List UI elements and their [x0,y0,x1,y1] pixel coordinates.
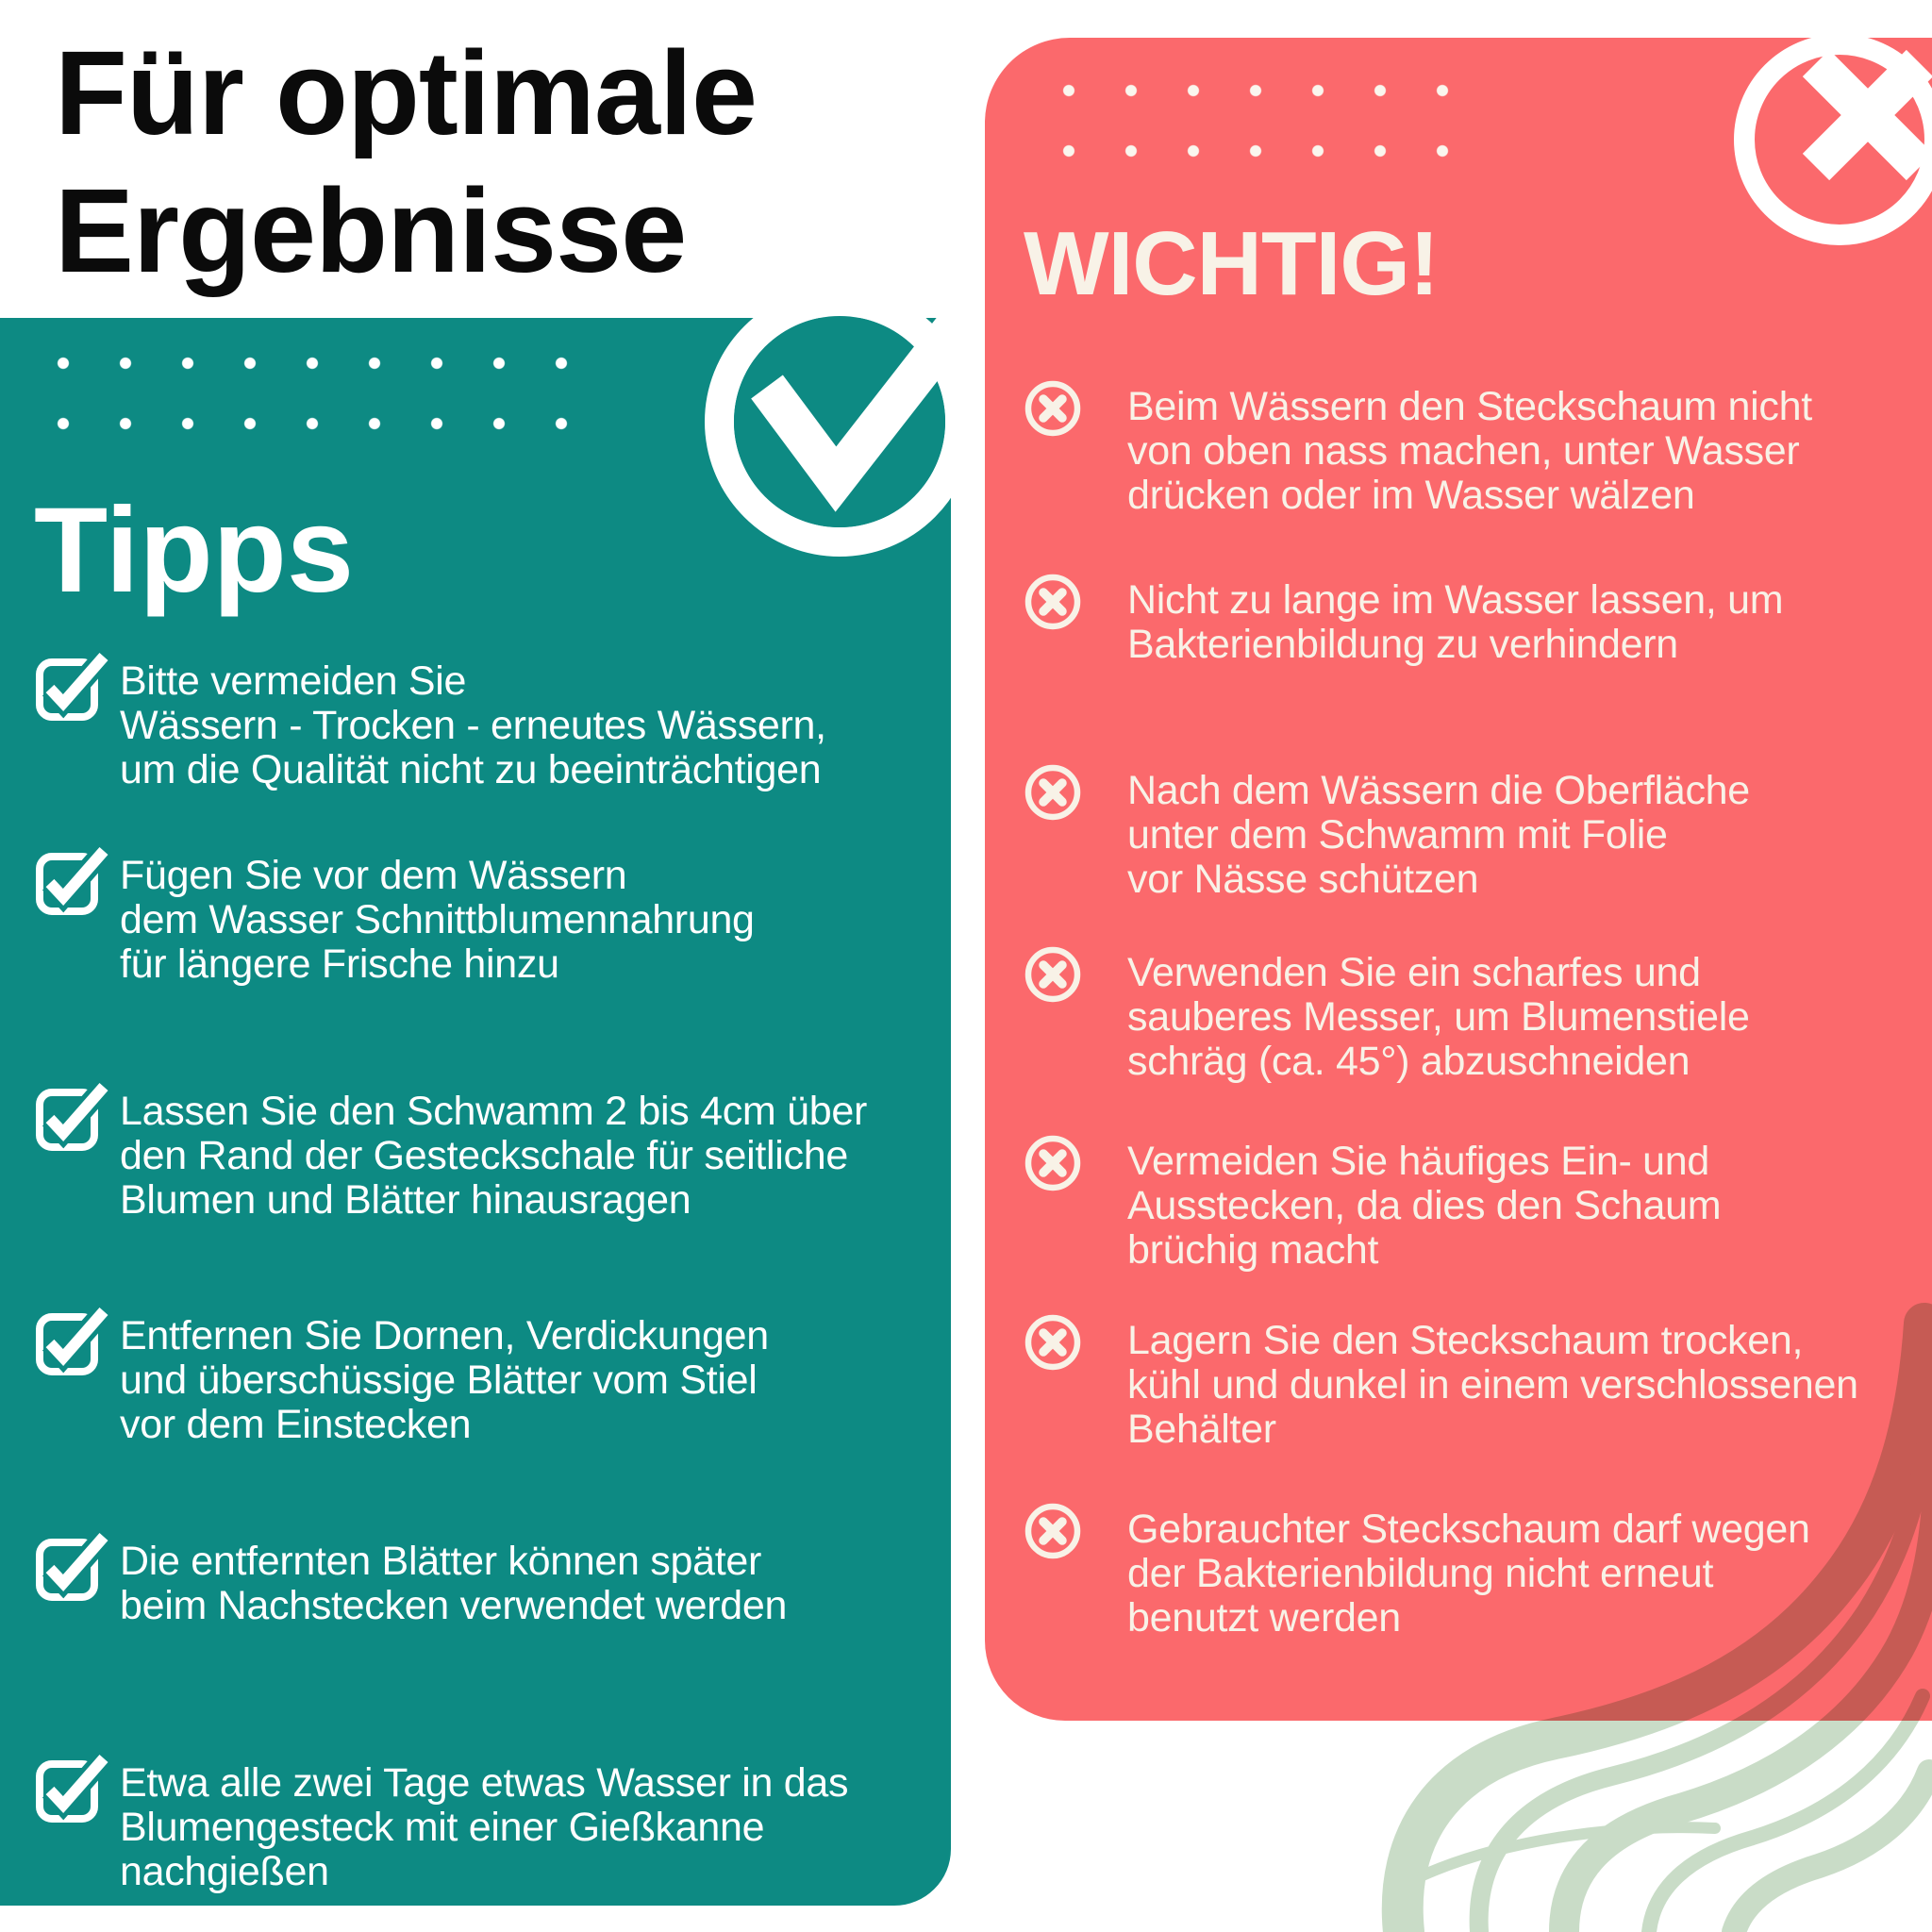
important-item-text: Beim Wässern den Steckschaum nicht von ob… [1127,385,1874,518]
x-circle-icon [1024,764,1081,821]
text-line: nachgießen [120,1849,329,1894]
important-item-text: Gebrauchter Steckschaum darf wegen der Ba… [1127,1507,1874,1641]
checkbox-check-icon [36,1305,111,1375]
important-list-item: Verwenden Sie ein scharfes und sauberes M… [1024,946,1874,1084]
text-line: Vermeiden Sie häufiges Ein- und [1127,1139,1709,1184]
text-line: Nach dem Wässern die Oberfläche [1127,768,1750,813]
text-line: Blumen und Blätter hinausragen [120,1177,691,1223]
text-line: schräg (ca. 45°) abzuschneiden [1127,1039,1690,1084]
tips-item-text: Die entfernten Blätter können später beim… [120,1540,845,1628]
x-circle-icon [1024,946,1081,1003]
x-circle-icon [1024,574,1081,630]
text-line: und überschüssige Blätter vom Stiel [120,1357,758,1403]
text-line: kühl und dunkel in einem verschlossenen [1127,1362,1858,1407]
text-line: Verwenden Sie ein scharfes und [1127,950,1701,995]
text-line: Wässern - Trocken - erneutes Wässern, [120,703,826,748]
checkbox-check-icon [36,1080,111,1151]
tips-heading: Tipps [34,483,354,618]
x-circle-icon [1024,1503,1081,1559]
important-list-item: Lagern Sie den Steckschaum trocken, kühl … [1024,1314,1874,1452]
text-line: Gebrauchter Steckschaum darf wegen [1127,1507,1810,1552]
text-line: vor dem Einstecken [120,1402,472,1447]
text-line: brüchig macht [1127,1227,1379,1273]
text-line: Entfernen Sie Dornen, Verdickungen [120,1313,769,1358]
checkbox-check-icon [36,844,111,915]
checkbox-check-icon [36,1530,111,1601]
tips-list-item: Lassen Sie den Schwamm 2 bis 4cm über den… [34,1080,867,1223]
x-circle-icon [1024,1135,1081,1191]
text-line: Fügen Sie vor dem Wässern [120,853,627,898]
text-line: dem Wasser Schnittblumennahrung [120,897,755,942]
text-line: Blumengesteck mit einer Gießkanne [120,1805,765,1850]
tips-list-item: Entfernen Sie Dornen, Verdickungen und üb… [34,1305,845,1447]
tips-item-text: Bitte vermeiden Sie Wässern - Trocken - e… [120,659,845,792]
important-list-item: Vermeiden Sie häufiges Ein- und Ausstecke… [1024,1135,1874,1273]
text-line: von oben nass machen, unter Wasser [1127,428,1800,474]
tips-list-item: Fügen Sie vor dem Wässern dem Wasser Schn… [34,844,845,987]
tips-item-text: Fügen Sie vor dem Wässern dem Wasser Schn… [120,854,845,987]
text-line: für längere Frische hinzu [120,941,559,987]
text-line: sauberes Messer, um Blumenstiele [1127,994,1750,1040]
important-item-text: Nach dem Wässern die Oberfläche unter dem… [1127,769,1874,902]
text-line: der Bakterienbildung nicht erneut [1127,1551,1714,1596]
text-line: Behälter [1127,1407,1276,1452]
text-line: Bitte vermeiden Sie [120,658,467,704]
tips-item-text: Lassen Sie den Schwamm 2 bis 4cm über den… [120,1089,867,1223]
important-heading: WICHTIG! [1024,213,1440,314]
text-line: vor Nässe schützen [1127,857,1479,902]
dots-pattern-important [1038,60,1496,202]
text-line: Lagern Sie den Steckschaum trocken, [1127,1318,1804,1363]
text-line: den Rand der Gesteckschale für seitliche [120,1133,848,1178]
checkbox-check-icon [36,1752,111,1823]
important-item-text: Nicht zu lange im Wasser lassen, um Bakte… [1127,578,1874,667]
x-circle-badge [1734,34,1932,245]
check-circle-badge [705,287,978,557]
text-line: Ausstecken, da dies den Schaum [1127,1183,1722,1228]
tips-list-item: Etwa alle zwei Tage etwas Wasser in das B… [34,1752,849,1894]
text-line: Nicht zu lange im Wasser lassen, um [1127,577,1784,623]
x-circle-icon [1024,380,1081,437]
tips-item-text: Etwa alle zwei Tage etwas Wasser in das B… [120,1760,849,1894]
dots-pattern-tips [32,333,615,475]
important-item-text: Vermeiden Sie häufiges Ein- und Ausstecke… [1127,1140,1874,1273]
important-item-text: Lagern Sie den Steckschaum trocken, kühl … [1127,1319,1874,1452]
text-line: um die Qualität nicht zu beeinträchtigen [120,747,822,792]
text-line: Bakterienbildung zu verhindern [1127,622,1678,667]
text-line: Etwa alle zwei Tage etwas Wasser in das [120,1760,849,1806]
text-line: benutzt werden [1127,1595,1401,1641]
wavy-lines-decoration [1381,1303,1932,1932]
important-list-item: Gebrauchter Steckschaum darf wegen der Ba… [1024,1503,1874,1641]
text-line: Lassen Sie den Schwamm 2 bis 4cm über [120,1089,867,1134]
x-circle-icon [1024,1314,1081,1371]
important-panel: WICHTIG! Beim Wässern den Steckschaum ni… [985,38,1932,1721]
page-title: Für optimale Ergebnisse [55,25,758,300]
text-line: Die entfernten Blätter können später [120,1539,762,1584]
page-title-line-1: Für optimale [55,26,758,159]
tips-item-text: Entfernen Sie Dornen, Verdickungen und üb… [120,1314,845,1447]
page-title-line-2: Ergebnisse [55,164,687,297]
tips-list-item: Die entfernten Blätter können später beim… [34,1530,845,1628]
important-list-item: Nach dem Wässern die Oberfläche unter dem… [1024,764,1874,902]
checkbox-check-icon [36,650,111,721]
important-list-item: Beim Wässern den Steckschaum nicht von ob… [1024,380,1874,518]
important-item-text: Verwenden Sie ein scharfes und sauberes M… [1127,951,1874,1084]
text-line: unter dem Schwamm mit Folie [1127,812,1668,858]
text-line: Beim Wässern den Steckschaum nicht [1127,384,1812,429]
text-line: drücken oder im Wasser wälzen [1127,473,1695,518]
tips-list-item: Bitte vermeiden Sie Wässern - Trocken - e… [34,650,845,792]
text-line: beim Nachstecken verwendet werden [120,1583,788,1628]
important-list-item: Nicht zu lange im Wasser lassen, um Bakte… [1024,574,1874,667]
